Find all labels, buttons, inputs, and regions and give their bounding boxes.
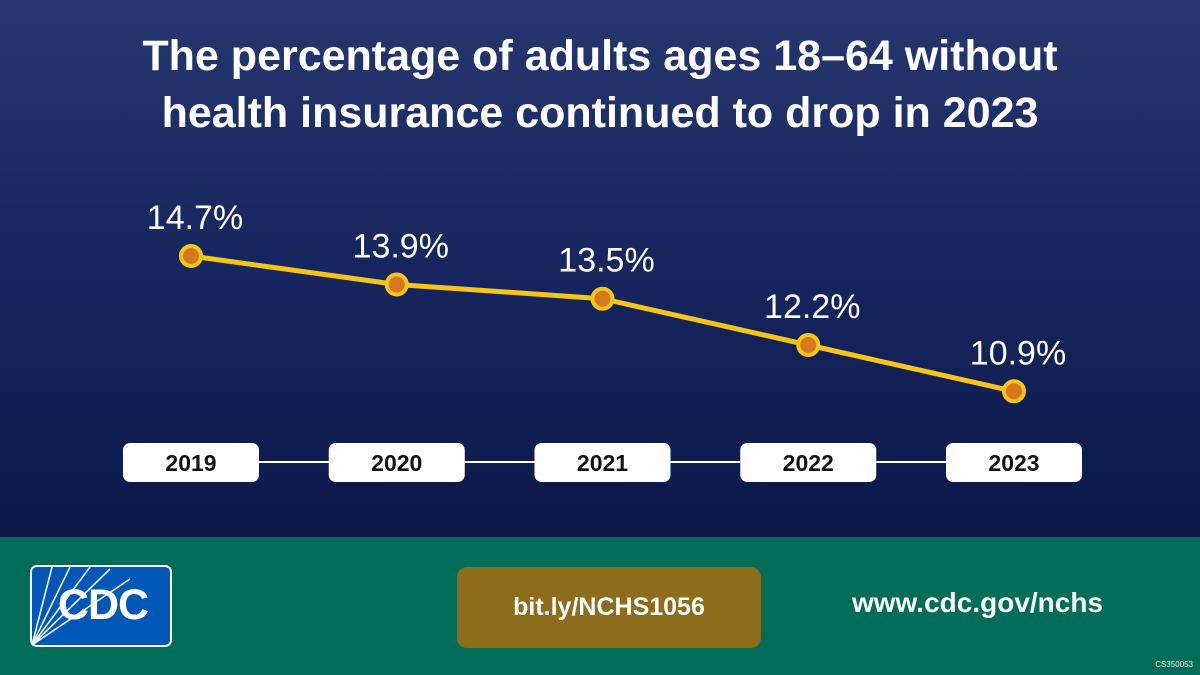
short-link-button[interactable]: bit.ly/NCHS1056 (457, 567, 761, 648)
chart-title-line-2: health insurance continued to drop in 20… (161, 89, 1039, 137)
data-label-2021: 13.5% (558, 242, 654, 280)
cdc-logo[interactable]: CDC (30, 565, 172, 647)
year-box-2019 (123, 443, 259, 482)
data-point-2019 (179, 244, 203, 268)
year-box-2022 (740, 443, 877, 482)
chart-title: The percentage of adults ages 18–64 with… (0, 28, 1200, 142)
data-label-2023: 10.9% (970, 334, 1066, 372)
cdc-logo-text: CDC (58, 581, 148, 629)
document-code: CS350053 (1155, 660, 1193, 669)
chart-title-line-1: The percentage of adults ages 18–64 with… (142, 32, 1058, 80)
data-point-2020 (384, 272, 409, 297)
year-box-2021 (534, 443, 671, 482)
x-tick-label-2022: 2022 (783, 450, 834, 476)
site-url-link[interactable]: www.cdc.gov/nchs (852, 587, 1104, 618)
chart-panel: The percentage of adults ages 18–64 with… (0, 0, 1200, 537)
data-point-2023 (1002, 379, 1026, 404)
x-tick-label-2021: 2021 (577, 450, 628, 476)
year-box-2023 (946, 443, 1082, 482)
x-tick-label-2020: 2020 (371, 450, 422, 476)
data-label-2020: 13.9% (353, 227, 449, 265)
x-tick-label-2019: 2019 (165, 450, 216, 476)
data-label-2022: 12.2% (764, 288, 860, 326)
footer-bar: CDC bit.ly/NCHS1056 www.cdc.gov/nchs CS3… (0, 537, 1200, 675)
data-point-2022 (796, 333, 821, 357)
line-chart: 14.7% 2019 13.9% 2020 13.5% 2021 12.2% 2022 10.9… (123, 199, 1082, 482)
short-link-label: bit.ly/NCHS1056 (513, 593, 705, 621)
data-point-2021 (590, 286, 615, 311)
x-tick-label-2023: 2023 (988, 450, 1039, 476)
year-box-2020 (328, 443, 465, 482)
data-label-2019: 14.7% (147, 199, 243, 237)
